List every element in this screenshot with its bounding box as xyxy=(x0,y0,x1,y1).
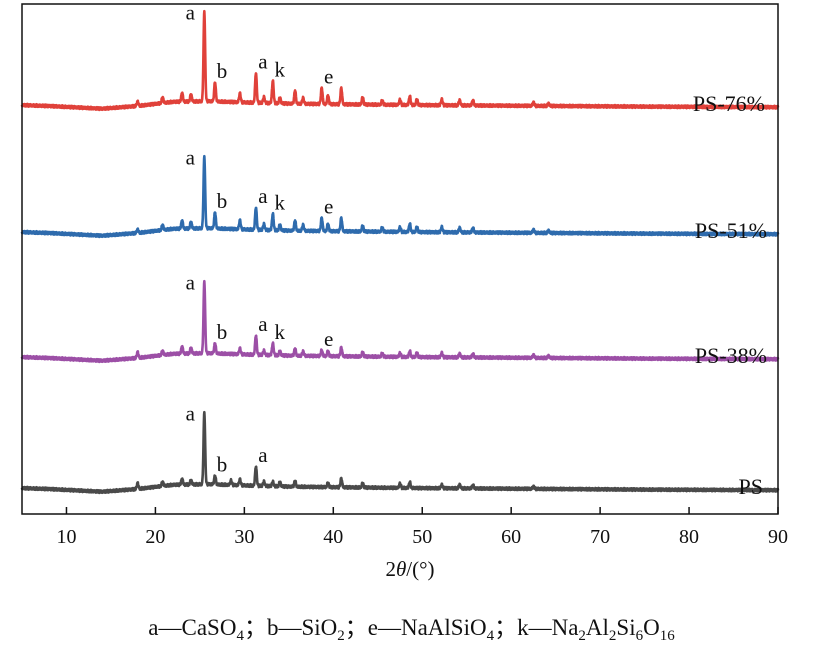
peak-label-e: e xyxy=(324,65,333,89)
x-tick-label: 50 xyxy=(412,526,432,548)
peak-label-k: k xyxy=(275,191,286,215)
series-line-3 xyxy=(20,279,780,364)
caption-k-si-sub: 6 xyxy=(635,628,644,644)
peak-label-a: a xyxy=(186,0,196,24)
peak-label-e: e xyxy=(324,195,333,219)
x-tick-label: 90 xyxy=(768,526,788,548)
peak-label-a: a xyxy=(258,184,268,208)
caption-a: a—CaSO xyxy=(148,615,237,640)
caption-k-na-sub: 2 xyxy=(578,628,586,644)
x-tick-label: 10 xyxy=(56,526,76,548)
series-name-label: PS-76% xyxy=(693,91,765,116)
x-tick-label: 70 xyxy=(590,526,610,548)
x-tick-label: 20 xyxy=(145,526,165,548)
x-axis-tick-labels: 10 20 30 40 50 60 70 80 90 xyxy=(56,526,788,548)
caption-k-o: O xyxy=(643,615,660,640)
peak-label-b: b xyxy=(217,320,228,344)
peak-label-e: e xyxy=(324,327,333,351)
peak-label-a: a xyxy=(186,401,196,425)
x-axis-ticks xyxy=(65,507,779,514)
series-name-label: PS-51% xyxy=(695,218,767,243)
caption-k-na: ；k—Na xyxy=(494,615,579,640)
x-tick-label: 80 xyxy=(679,526,699,548)
series-line-1 xyxy=(20,9,780,112)
caption-k-si: Si xyxy=(616,615,636,640)
peak-label-k: k xyxy=(275,58,286,82)
caption-k-al: Al xyxy=(585,615,609,640)
caption-e-sub: 4 xyxy=(486,628,495,644)
peak-label-a: a xyxy=(258,443,268,467)
peak-label-b: b xyxy=(217,189,228,213)
x-tick-label: 60 xyxy=(501,526,521,548)
caption-k-al-sub: 2 xyxy=(608,628,617,644)
peak-label-a: a xyxy=(186,270,196,294)
plot-frame xyxy=(21,3,779,515)
series-line-4 xyxy=(20,410,780,495)
peak-label-a: a xyxy=(186,145,196,169)
x-axis-title-prefix: 2 xyxy=(385,557,396,581)
caption-e: ；e—NaAlSiO xyxy=(344,615,487,640)
series-group xyxy=(20,9,780,495)
peak-label-group: ab a k eab a k eab a k eab a xyxy=(186,0,334,476)
peak-label-b: b xyxy=(217,59,228,83)
caption-k-o-sub: 16 xyxy=(659,628,675,644)
peak-label-b: b xyxy=(217,452,228,476)
caption-a-sub: 4 xyxy=(236,628,244,644)
caption-b-sub: 2 xyxy=(337,628,345,644)
caption-b: ；b—SiO xyxy=(243,615,338,640)
peak-label-k: k xyxy=(275,320,286,344)
series-label-group: PS-76% PS-51% PS-38% PS xyxy=(693,91,767,499)
peak-label-a: a xyxy=(258,50,268,74)
figure-caption: a—CaSO4；b—SiO2；e—NaAlSiO4；k—Na2Al2Si6O16 xyxy=(0,608,823,644)
x-tick-label: 30 xyxy=(234,526,254,548)
x-axis-title: 2θ/(°) xyxy=(385,557,434,581)
x-axis-title-unit: /(°) xyxy=(406,557,434,581)
series-name-label: PS xyxy=(739,474,763,499)
x-axis-title-theta: θ xyxy=(396,557,406,581)
series-name-label: PS-38% xyxy=(695,343,767,368)
series-line-2 xyxy=(20,154,780,239)
peak-label-a: a xyxy=(258,312,268,336)
x-tick-label: 40 xyxy=(323,526,343,548)
